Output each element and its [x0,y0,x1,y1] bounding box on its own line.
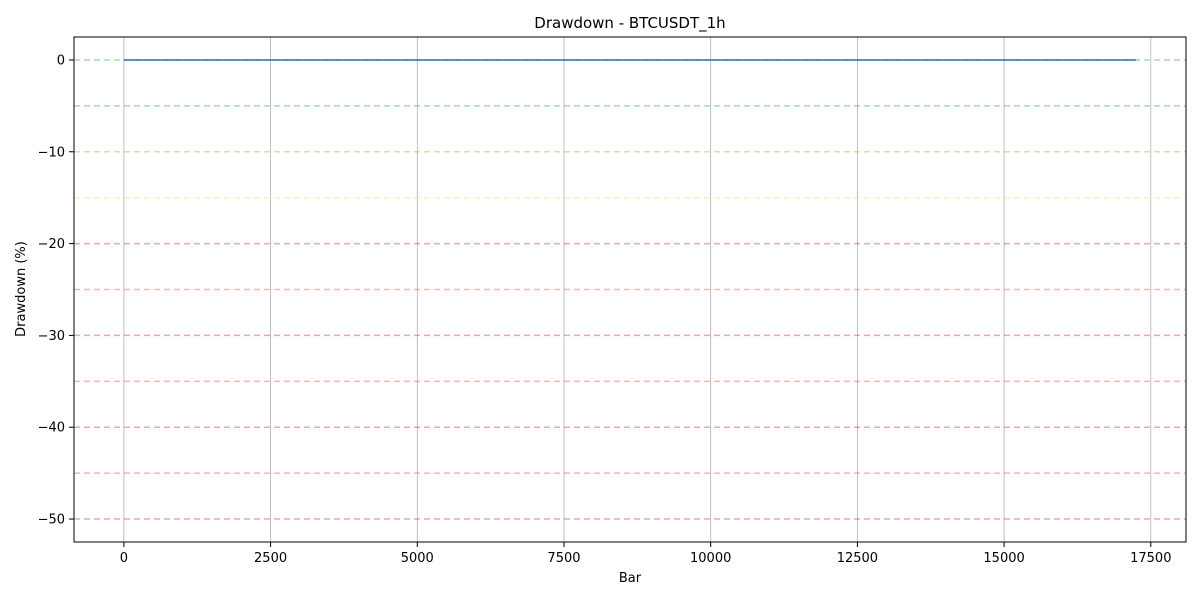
x-tick-label: 0 [120,551,128,566]
x-tick-label: 12500 [837,551,878,566]
x-tick-label: 17500 [1130,551,1171,566]
y-tick-label: −40 [38,421,65,436]
plot-area: 0 2500 5000 7500 10000 12500 15000 17500 0 −10 −20… [38,36,1187,566]
y-tick-label: −50 [38,513,65,528]
x-tick-label: 10000 [690,551,731,566]
x-tick-label: 7500 [547,551,580,566]
plot-frame [73,36,1187,543]
x-tick-label: 2500 [254,551,287,566]
y-tick-label: 0 [57,53,65,68]
chart-title: Drawdown - BTCUSDT_1h [534,14,725,33]
x-tick-label: 15000 [983,551,1024,566]
y-axis-label: Drawdown (%) [14,241,29,337]
y-tick-label: −10 [38,145,65,160]
x-axis-label: Bar [619,571,642,586]
x-tick-label: 5000 [401,551,434,566]
y-tick-label: −20 [38,237,65,252]
y-tick-label: −30 [38,329,65,344]
